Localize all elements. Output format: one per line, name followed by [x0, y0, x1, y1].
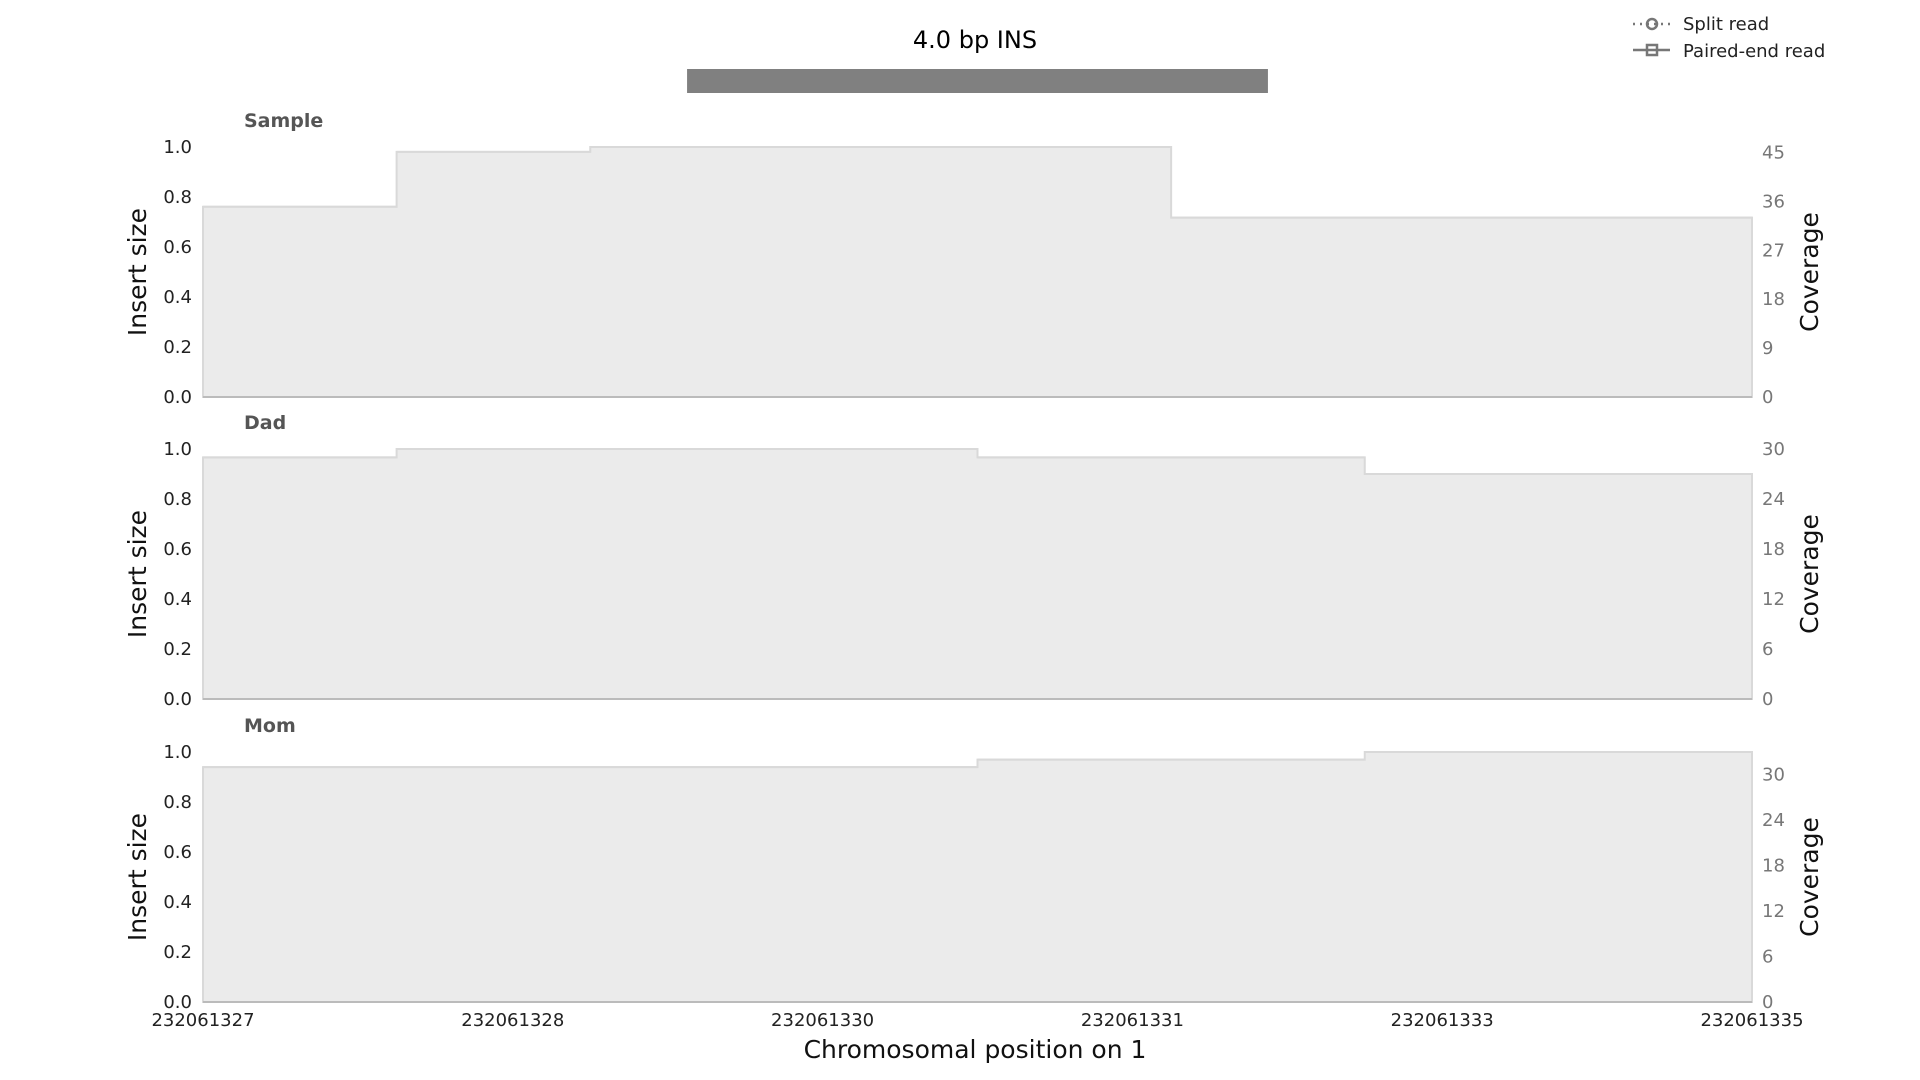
right-tick-label: 0	[1762, 992, 1773, 1013]
split-read-circle-icon	[1645, 17, 1659, 31]
sv-region-bar	[687, 69, 1268, 93]
right-tick-label: 6	[1762, 947, 1773, 968]
y-axis-label-right: Coverage	[1795, 817, 1824, 937]
left-tick-label: 0.8	[163, 489, 192, 510]
right-tick-label: 18	[1762, 539, 1785, 560]
panel-title: Dad	[244, 412, 286, 434]
right-tick-label: 0	[1762, 387, 1773, 408]
left-tick-label: 0.6	[163, 539, 192, 560]
y-axis-label-left: Insert size	[123, 208, 152, 336]
left-tick-label: 0.6	[163, 237, 192, 258]
left-tick-label: 0.4	[163, 287, 192, 308]
left-tick-label: 0.0	[163, 689, 192, 710]
right-tick-label: 24	[1762, 810, 1785, 831]
legend-item-split-read: Split read	[1633, 14, 1769, 35]
legend-label-paired-end-read: Paired-end read	[1683, 41, 1825, 62]
left-tick-label: 0.2	[163, 942, 192, 963]
x-tick-label: 232061327	[151, 1010, 254, 1031]
panels: Sample 0.0 0.2 0.4 0.6 0.8 1.0 0 9 18 27 36 45 Insert…	[123, 110, 1824, 1013]
panel-title: Mom	[244, 715, 296, 737]
legend-item-paired-end-read: Paired-end read	[1633, 41, 1825, 62]
x-tick-label: 232061333	[1391, 1010, 1494, 1031]
left-tick-label: 0.0	[163, 992, 192, 1013]
right-tick-label: 18	[1762, 856, 1785, 877]
legend-label-split-read: Split read	[1683, 14, 1769, 35]
coverage-area-mom	[202, 751, 1753, 1003]
left-tick-label: 0.2	[163, 337, 192, 358]
right-tick-label: 6	[1762, 639, 1773, 660]
y-axis-label-left: Insert size	[123, 813, 152, 941]
x-tick-label: 232061331	[1081, 1010, 1184, 1031]
panel-title: Sample	[244, 110, 323, 132]
right-tick-label: 9	[1762, 338, 1773, 359]
legend: Split read Paired-end read	[1633, 14, 1825, 62]
x-tick-label: 232061328	[461, 1010, 564, 1031]
x-axis-label: Chromosomal position on 1	[804, 1035, 1147, 1064]
panel-dad: Dad 0.0 0.2 0.4 0.6 0.8 1.0 0 6 12 18 24 30 Insert si…	[123, 412, 1824, 710]
left-tick-label: 1.0	[163, 742, 192, 763]
right-tick-label: 0	[1762, 689, 1773, 710]
panel-mom: Mom 0.0 0.2 0.4 0.6 0.8 1.0 0 6 12 18 24 30 Insert si…	[123, 715, 1824, 1013]
y-axis-label-left: Insert size	[123, 510, 152, 638]
left-tick-label: 1.0	[163, 439, 192, 460]
coverage-area-dad	[202, 448, 1753, 700]
left-tick-label: 0.2	[163, 639, 192, 660]
right-tick-label: 30	[1762, 439, 1785, 460]
left-tick-label: 0.4	[163, 589, 192, 610]
right-tick-label: 24	[1762, 489, 1785, 510]
x-axis: 232061327 232061328 232061330 232061331 2320…	[151, 1010, 1803, 1031]
left-tick-label: 0.8	[163, 792, 192, 813]
left-tick-label: 0.8	[163, 187, 192, 208]
left-tick-label: 0.0	[163, 387, 192, 408]
right-tick-label: 30	[1762, 765, 1785, 786]
coverage-area-sample	[202, 146, 1753, 398]
left-tick-label: 1.0	[163, 137, 192, 158]
left-tick-label: 0.6	[163, 842, 192, 863]
chart-title: 4.0 bp INS	[913, 26, 1037, 54]
paired-end-square-icon	[1645, 43, 1659, 57]
right-tick-label: 18	[1762, 289, 1785, 310]
right-tick-label: 12	[1762, 589, 1785, 610]
y-axis-label-right: Coverage	[1795, 212, 1824, 332]
x-tick-label: 232061335	[1700, 1010, 1803, 1031]
y-axis-label-right: Coverage	[1795, 514, 1824, 634]
right-tick-label: 36	[1762, 191, 1785, 212]
x-tick-label: 232061330	[771, 1010, 874, 1031]
right-tick-label: 45	[1762, 142, 1785, 163]
panel-sample: Sample 0.0 0.2 0.4 0.6 0.8 1.0 0 9 18 27 36 45 Insert…	[123, 110, 1824, 408]
left-tick-label: 0.4	[163, 892, 192, 913]
right-tick-label: 27	[1762, 240, 1785, 261]
right-tick-label: 12	[1762, 901, 1785, 922]
